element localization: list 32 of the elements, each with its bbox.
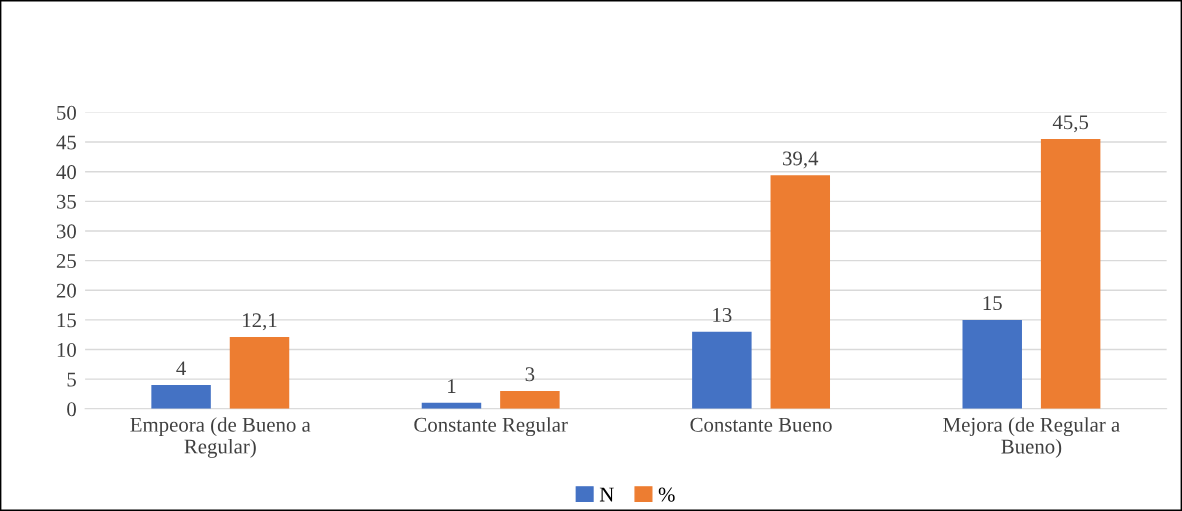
x-tick-label: Constante Bueno bbox=[690, 417, 832, 432]
y-tick-label: 15 bbox=[57, 313, 76, 328]
data-label: 3 bbox=[525, 367, 535, 382]
data-label: 12,1 bbox=[243, 313, 277, 331]
bar bbox=[229, 337, 290, 409]
x-tick-label: Constante Regular bbox=[414, 417, 568, 437]
legend-label: % bbox=[658, 487, 675, 502]
data-label: 1 bbox=[448, 379, 456, 393]
bar bbox=[692, 331, 752, 409]
y-tick-label: 10 bbox=[57, 342, 76, 357]
y-tick-label: 35 bbox=[56, 194, 76, 209]
data-label: 13 bbox=[713, 307, 732, 322]
data-label: 39,4 bbox=[783, 151, 819, 169]
y-tick-label: 25 bbox=[56, 254, 76, 269]
x-tick-label: Empeora (de Bueno a Regular) bbox=[130, 417, 311, 458]
y-tick-label: 40 bbox=[56, 165, 76, 180]
bar bbox=[962, 319, 1022, 409]
bar bbox=[500, 391, 560, 409]
data-label: 4 bbox=[176, 361, 186, 376]
data-label: 15 bbox=[983, 296, 1002, 311]
y-tick-label: 45 bbox=[56, 135, 76, 150]
bar bbox=[151, 385, 211, 409]
y-tick-label: 0 bbox=[67, 402, 76, 417]
y-tick-label: 5 bbox=[67, 372, 76, 387]
bar bbox=[770, 175, 831, 409]
bar bbox=[1040, 139, 1101, 409]
legend-label: N bbox=[599, 487, 614, 502]
y-tick-label: 50 bbox=[57, 105, 76, 120]
x-tick-label: Mejora (de Regular a Bueno) bbox=[943, 417, 1120, 458]
y-tick-label: 20 bbox=[56, 283, 76, 298]
y-tick-label: 30 bbox=[56, 224, 76, 239]
data-label: 45,5 bbox=[1052, 115, 1089, 133]
